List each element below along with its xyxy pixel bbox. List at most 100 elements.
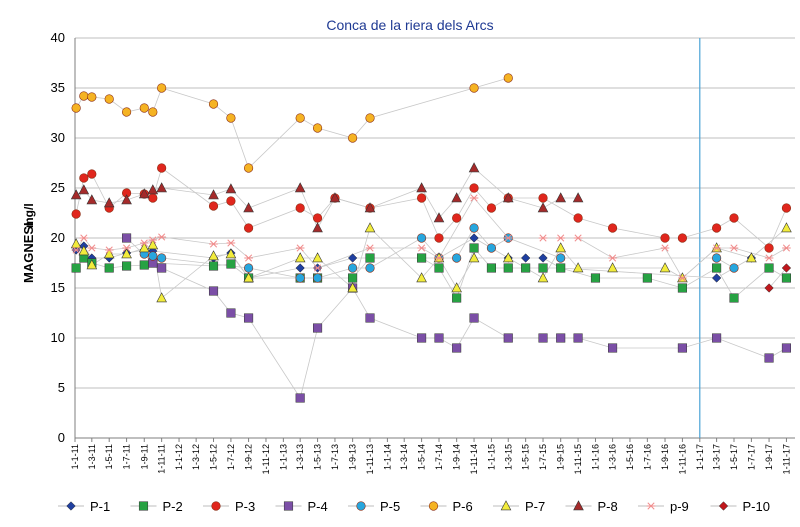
y-tick-labels: 0 5 10 15 20 25 30 35 40 (51, 30, 65, 445)
data-point-P-2 (781, 273, 791, 283)
data-point-P-3 (660, 233, 670, 243)
data-point-P-4 (538, 333, 548, 343)
data-point-P-2 (556, 263, 566, 273)
x-tick-label: 1-7-12 (226, 444, 236, 470)
data-point-P-6 (243, 163, 254, 173)
x-tick-label: 1-5-16 (625, 444, 635, 470)
x-tick-label: 1-9-11 (139, 444, 149, 469)
data-point-P-4 (122, 233, 132, 243)
data-point-P-7 (468, 252, 480, 263)
data-point-P-1 (347, 253, 358, 263)
data-point-P-5 (148, 251, 158, 261)
data-point-P-6 (157, 83, 167, 93)
data-point-P-6 (295, 113, 305, 123)
data-point-P-7 (572, 262, 584, 273)
data-point-P-7 (208, 250, 219, 261)
data-point-P-7 (451, 282, 462, 293)
series-line-P-10 (768, 267, 787, 289)
data-point-P-8 (78, 184, 90, 195)
data-point-P-4 (417, 333, 427, 343)
data-point-P-7 (659, 262, 671, 273)
data-point-P-1 (520, 253, 531, 263)
data-point-P-4 (434, 333, 444, 343)
legend: P-1 P-2 P-3 P-4 P-5 P-6 P-7 P-8 p-9 P-10 (58, 499, 770, 514)
data-point-P-6 (139, 103, 149, 113)
data-point-p-9 (678, 274, 687, 282)
y-tick-label: 0 (58, 430, 65, 445)
data-point-P-8 (294, 182, 306, 193)
data-point-P-4 (677, 343, 687, 353)
data-point-P-7 (147, 239, 159, 250)
data-point-P-6 (148, 107, 158, 117)
data-point-p-9 (139, 239, 149, 247)
x-tick-label: 1-7-15 (538, 444, 548, 470)
x-tick-label: 1-3-15 (503, 444, 513, 470)
data-point-P-4 (244, 313, 254, 323)
data-point-P-1 (711, 273, 722, 283)
data-point-P-2 (469, 243, 479, 253)
x-tick-label: 1-5-11 (104, 444, 114, 469)
data-point-P-3 (312, 213, 323, 223)
data-point-P-3 (79, 173, 89, 183)
data-point-p-9 (71, 246, 81, 254)
data-point-P-6 (312, 123, 323, 133)
y-tick-label: 15 (51, 280, 65, 295)
data-point-P-6 (208, 99, 219, 109)
data-point-P-2 (104, 263, 114, 273)
x-tick-label: 1-1-13 (278, 444, 288, 470)
data-point-P-2 (764, 263, 774, 273)
data-point-P-4 (226, 308, 236, 318)
data-point-P-3 (538, 193, 548, 203)
data-point-P-8 (138, 188, 150, 199)
data-point-P-10 (781, 263, 792, 273)
data-point-P-4 (712, 333, 722, 343)
data-point-P-8 (147, 184, 159, 195)
data-point-P-2 (365, 253, 375, 263)
data-point-P-6 (348, 133, 358, 143)
data-point-P-3 (573, 213, 583, 223)
data-point-P-3 (226, 196, 236, 206)
data-point-P-3 (781, 203, 792, 213)
data-point-P-5 (729, 263, 739, 273)
data-point-P-8 (572, 192, 584, 203)
data-point-p-9 (660, 244, 670, 252)
y-tick-label: 40 (51, 30, 65, 45)
data-point-p-9 (469, 194, 479, 202)
data-point-P-8 (225, 183, 237, 194)
legend-label: P-7 (525, 499, 545, 514)
data-point-P-8 (433, 212, 445, 223)
data-point-P-5 (556, 253, 566, 263)
data-point-P-2 (712, 263, 722, 273)
data-point-P-6 (121, 107, 132, 117)
data-point-P-4 (781, 343, 791, 353)
data-point-P-3 (87, 169, 97, 179)
x-tick-label: 1-9-17 (764, 444, 774, 470)
data-point-P-8 (555, 192, 567, 203)
x-tick-label: 1-11-14 (469, 444, 479, 474)
data-point-P-2 (486, 263, 496, 273)
data-point-p-9 (87, 244, 97, 252)
data-point-P-2 (503, 263, 513, 273)
data-point-P-5 (295, 273, 305, 283)
data-point-P-4 (452, 343, 462, 353)
data-point-P-4 (157, 263, 167, 273)
data-point-P-3 (243, 223, 254, 233)
data-point-P-8 (121, 194, 132, 205)
data-point-P-8 (537, 202, 549, 213)
y-axis-label: MAGNESI mg/l (21, 203, 36, 283)
data-point-P-2 (642, 273, 652, 283)
data-point-P-8 (502, 192, 514, 203)
data-point-P-3 (452, 213, 462, 223)
data-point-P-2 (208, 261, 219, 271)
data-point-P-1 (469, 233, 479, 243)
data-point-p-9 (712, 244, 721, 252)
data-point-P-2 (417, 253, 427, 263)
data-point-P-4 (313, 323, 323, 333)
data-point-P-6 (79, 91, 89, 101)
data-point-P-5 (365, 263, 375, 273)
x-tick-label: 1-1-16 (590, 444, 600, 470)
x-tick-label: 1-1-12 (174, 444, 184, 470)
data-point-P-7 (781, 222, 792, 233)
data-point-P-6 (104, 94, 114, 104)
